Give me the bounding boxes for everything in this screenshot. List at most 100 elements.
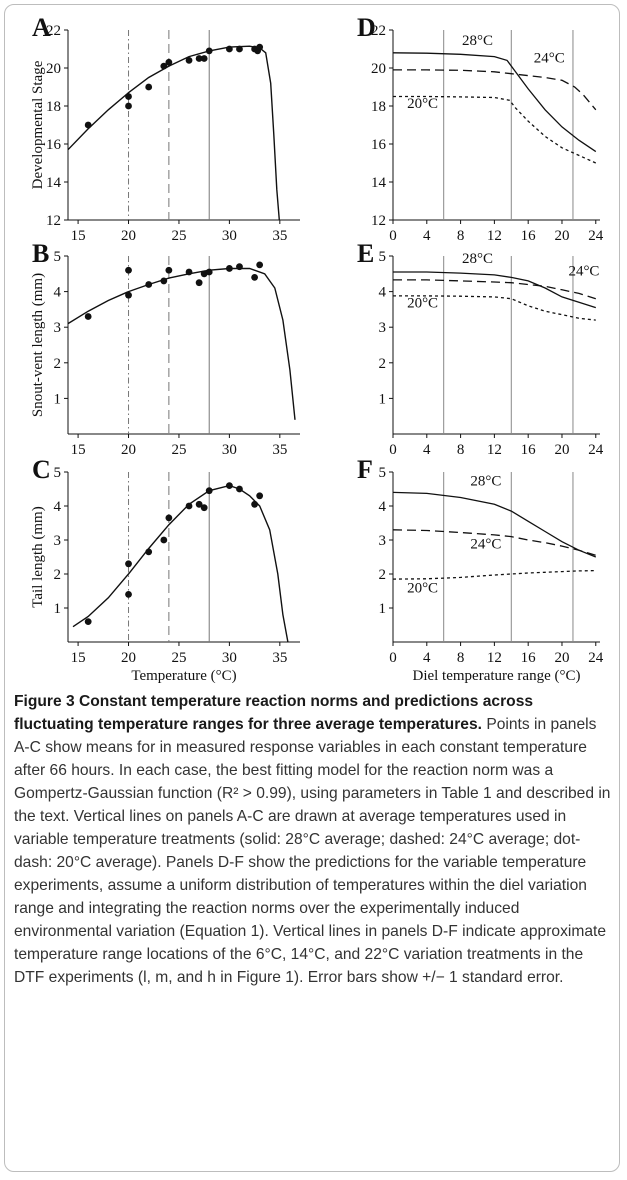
- x-tick-label: 16: [521, 442, 537, 458]
- data-point: [185, 268, 193, 276]
- x-tick-label: 20: [121, 228, 136, 244]
- x-tick-label: 24: [588, 228, 604, 244]
- series-label: 20°C: [407, 581, 438, 597]
- data-point: [84, 618, 92, 625]
- x-tick-label: 0: [389, 650, 397, 666]
- y-tick-label: 4: [379, 499, 387, 515]
- x-tick-label: 25: [171, 228, 186, 244]
- series-label: 20°C: [407, 296, 438, 312]
- y-tick-label: 18: [46, 99, 61, 115]
- data-point: [195, 279, 203, 287]
- x-tick-label: 30: [222, 442, 237, 458]
- panel-letter-E: E: [357, 239, 374, 268]
- series-line-20c: [393, 295, 596, 321]
- x-tick-label: 15: [71, 650, 86, 666]
- x-tick-label: 24: [588, 442, 604, 458]
- y-tick-label: 1: [54, 601, 62, 617]
- data-point: [256, 261, 264, 269]
- y-tick-label: 20: [371, 61, 386, 77]
- series-label: 28°C: [462, 251, 493, 267]
- series-line-20c: [392, 569, 596, 580]
- x-tick-label: 0: [389, 228, 397, 244]
- panel-letter-A: A: [32, 13, 51, 42]
- series-line-20c: [393, 95, 597, 164]
- x-tick-label: 30: [222, 650, 237, 666]
- data-point: [236, 45, 243, 53]
- x-tick-label: 4: [423, 650, 431, 666]
- data-point: [165, 514, 173, 522]
- data-point: [195, 55, 203, 62]
- x-axis-title: Temperature (°C): [131, 668, 236, 684]
- x-axis-title: Diel temperature range (°C): [412, 668, 580, 684]
- panel-letter-D: D: [357, 13, 376, 42]
- data-point: [125, 266, 132, 274]
- y-tick-label: 2: [379, 567, 387, 583]
- y-tick-label: 3: [379, 320, 387, 336]
- fit-curve: [67, 267, 296, 420]
- y-tick-label: 18: [371, 99, 386, 115]
- y-tick-label: 1: [379, 391, 387, 407]
- x-tick-label: 8: [457, 228, 465, 244]
- x-tick-label: 4: [423, 228, 431, 244]
- y-tick-label: 5: [54, 465, 62, 481]
- y-tick-label: 5: [379, 465, 387, 481]
- data-point: [251, 500, 259, 508]
- y-tick-label: 2: [54, 567, 62, 583]
- x-tick-label: 30: [222, 228, 237, 244]
- series-label: 28°C: [470, 474, 501, 490]
- y-tick-label: 14: [371, 175, 387, 191]
- series-label: 24°C: [470, 537, 501, 553]
- series-line-24c: [392, 529, 596, 556]
- data-point: [251, 273, 259, 281]
- x-tick-label: 35: [272, 228, 287, 244]
- x-tick-label: 0: [389, 442, 397, 458]
- data-point: [185, 502, 193, 510]
- data-point: [256, 43, 264, 51]
- x-tick-label: 24: [588, 650, 604, 666]
- y-tick-label: 4: [54, 499, 62, 515]
- data-point: [236, 263, 243, 271]
- series-label: 28°C: [462, 33, 493, 49]
- y-tick-label: 14: [46, 175, 62, 191]
- y-tick-label: 4: [54, 285, 62, 301]
- series-line-28c: [392, 52, 597, 153]
- data-point: [256, 492, 264, 500]
- y-axis-title: Tail length (mm): [30, 506, 46, 607]
- x-tick-label: 25: [171, 650, 186, 666]
- data-point: [200, 504, 208, 512]
- y-tick-label: 2: [54, 356, 62, 372]
- figure-frame: [4, 4, 620, 1172]
- caption-title: Figure 3 Constant temperature reaction n…: [14, 693, 534, 733]
- data-point: [205, 47, 213, 55]
- data-point: [160, 62, 168, 70]
- data-point: [160, 277, 168, 285]
- x-tick-label: 12: [487, 228, 502, 244]
- y-tick-label: 1: [379, 601, 387, 617]
- data-point: [225, 482, 233, 489]
- data-point: [225, 265, 233, 272]
- x-tick-label: 20: [121, 650, 136, 666]
- data-point: [165, 58, 173, 66]
- data-point: [84, 121, 92, 129]
- y-tick-label: 3: [379, 533, 387, 549]
- x-tick-label: 20: [121, 442, 136, 458]
- y-tick-label: 12: [46, 213, 61, 229]
- y-tick-label: 2: [379, 356, 387, 372]
- x-tick-label: 12: [487, 442, 502, 458]
- x-tick-label: 25: [171, 442, 186, 458]
- panel-letter-B: B: [32, 239, 49, 268]
- y-axis-title: Snout-vent length (mm): [30, 273, 46, 417]
- data-point: [205, 268, 213, 276]
- panel-A: A 12 14 16 18 20 22 15 20 25 30 35 Developmental Sta…: [30, 13, 300, 244]
- data-point: [225, 45, 233, 53]
- y-tick-label: 12: [371, 213, 386, 229]
- data-point: [205, 487, 213, 495]
- fit-curve: [67, 45, 280, 221]
- data-point: [84, 313, 92, 320]
- x-tick-label: 20: [554, 650, 569, 666]
- panel-letter-C: C: [32, 455, 51, 484]
- x-tick-label: 35: [272, 650, 287, 666]
- data-point: [195, 500, 203, 508]
- data-point: [145, 548, 153, 556]
